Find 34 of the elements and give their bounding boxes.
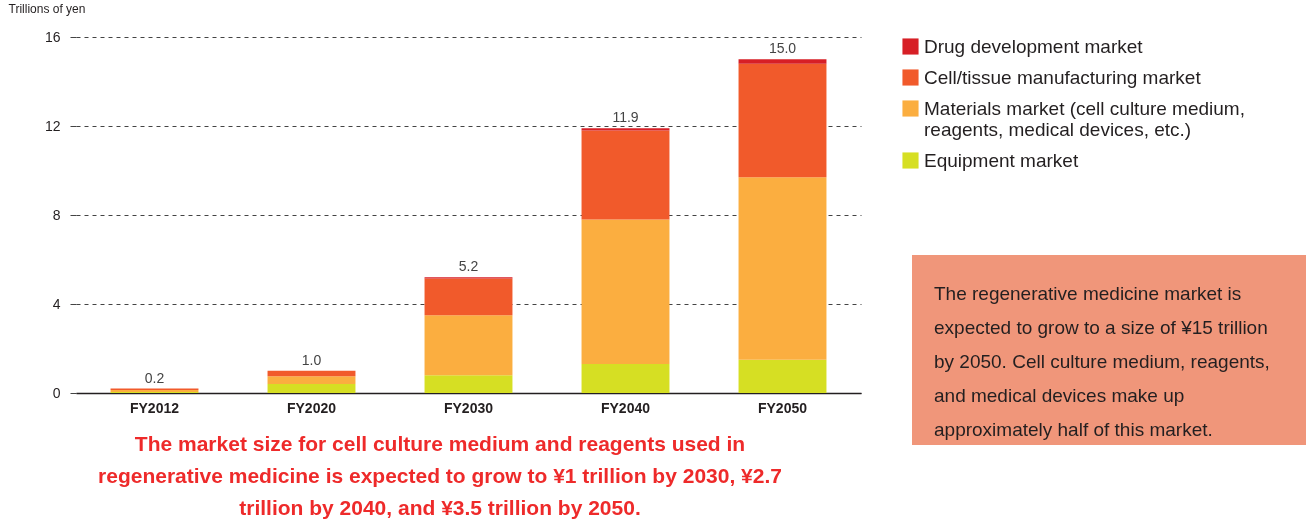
bar bbox=[267, 384, 356, 393]
bar bbox=[738, 177, 827, 360]
bar bbox=[424, 278, 513, 316]
legend-label: Materials market (cell culture medium, reagents, medical devices, etc.) bbox=[924, 97, 1245, 140]
legend-label: Cell/tissue manufacturing market bbox=[924, 66, 1202, 88]
x-tick-label: FY2050 bbox=[757, 399, 808, 416]
total-label: 5.2 bbox=[458, 258, 479, 275]
bar bbox=[581, 364, 670, 393]
y-tick-label: 12 bbox=[44, 117, 61, 134]
bar bbox=[267, 376, 356, 385]
bar bbox=[738, 359, 827, 393]
total-label: 15.0 bbox=[768, 40, 797, 57]
bar bbox=[424, 315, 513, 376]
total-label: 11.9 bbox=[612, 109, 639, 126]
bar bbox=[424, 375, 513, 393]
bar bbox=[738, 63, 827, 178]
legend-label: Drug development market bbox=[924, 35, 1144, 57]
y-tick-label: 16 bbox=[44, 28, 61, 45]
x-tick-label: FY2012 bbox=[129, 399, 180, 416]
y-tick-label: 0 bbox=[52, 384, 61, 401]
total-label: 0.2 bbox=[144, 369, 165, 386]
legend-label: Equipment market bbox=[924, 149, 1079, 171]
y-tick-label: 4 bbox=[52, 295, 61, 312]
text: The regenerative medicine market is expected to grow to a size of ¥15 trillion by 2050. Cell culture medium, reagents, and medical devices make up approximately half of this market. bbox=[912, 255, 1306, 445]
bar bbox=[581, 130, 670, 220]
x-tick-label: FY2040 bbox=[600, 399, 651, 416]
y-axis-title: Trillions of yen bbox=[8, 1, 86, 16]
x-tick-label: FY2030 bbox=[443, 399, 494, 416]
bar bbox=[581, 219, 670, 365]
x-tick-label: FY2020 bbox=[286, 399, 337, 416]
total-label: 1.0 bbox=[301, 351, 322, 368]
y-tick-label: 8 bbox=[52, 206, 61, 223]
bar bbox=[738, 59, 827, 64]
text: The market size for cell culture medium and reagents used in regenerative medicine is expected to grow to ¥1 trillion by 2030, ¥2.7 trillion by 2040, and ¥3.5 trillion by 2050. bbox=[97, 431, 783, 521]
